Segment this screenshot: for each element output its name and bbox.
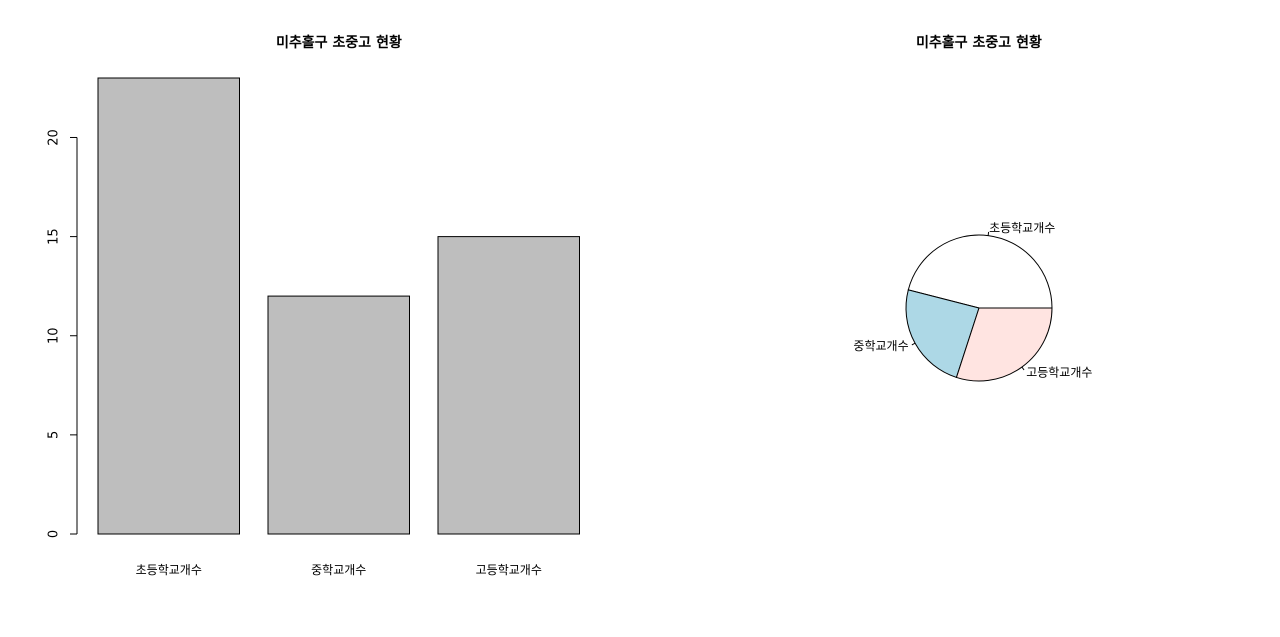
bar-item-3 [437, 236, 580, 535]
y-tick-label: 20 [47, 129, 62, 146]
bar-item-1 [97, 77, 240, 535]
y-tick-label: 5 [47, 431, 62, 439]
bar-chart-category-labels: 초등학교개수 중학교개수 고등학교개수 [136, 563, 542, 577]
y-tick-label: 0 [47, 530, 62, 538]
bar-category-label: 고등학교개수 [476, 563, 542, 577]
bar-chart-bars [97, 77, 580, 535]
pie-label-leader [1021, 366, 1025, 371]
bar-category-label: 초등학교개수 [136, 563, 202, 577]
pie-slice-label: 고등학교개수 [1026, 365, 1092, 379]
y-tick-label: 10 [47, 327, 62, 344]
bar-item-2 [267, 295, 410, 535]
bar-chart-y-axis: 0 5 10 15 20 [47, 129, 78, 538]
pie-slice-label: 초등학교개수 [989, 221, 1055, 235]
pie-chart-title: 미추홀구 초중고 현황 [916, 34, 1042, 51]
bar-category-label: 중학교개수 [311, 563, 366, 577]
pie-slice-item-3 [955, 307, 1053, 382]
pie-slice-label: 중학교개수 [853, 339, 908, 353]
pie-chart-slices [905, 234, 1053, 382]
bar-chart: 미추홀구 초중고 현황 0 5 10 15 20 초등학교개수 중학교개수 고등학교개수 [47, 34, 580, 577]
pie-label-leader [911, 342, 916, 346]
bar-chart-title: 미추홀구 초중고 현황 [276, 34, 402, 51]
y-tick-label: 15 [47, 228, 62, 245]
